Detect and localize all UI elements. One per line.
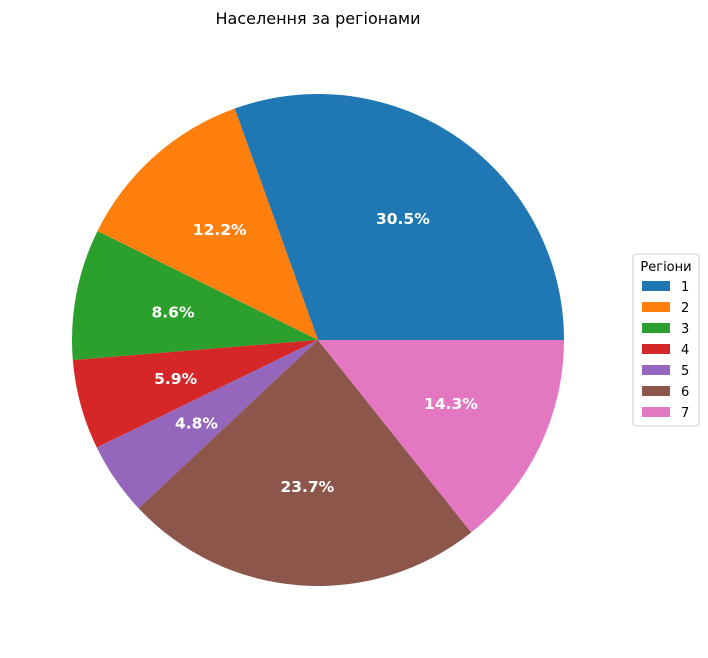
legend-label-3: 3 — [681, 322, 689, 337]
slice-label-6: 23.7% — [280, 478, 334, 496]
legend-label-5: 5 — [681, 364, 689, 379]
legend-label-4: 4 — [681, 343, 689, 358]
legend: Регіони 1 2 3 4 5 6 7 — [632, 253, 700, 427]
legend-items: 1 2 3 4 5 6 7 — [642, 280, 689, 421]
legend-swatch-2 — [642, 302, 670, 312]
pie-slice-6 — [138, 340, 472, 587]
pie-slice-7 — [318, 340, 565, 533]
slice-label-2: 12.2% — [193, 221, 247, 239]
pie-slice-1 — [234, 93, 565, 341]
legend-swatch-3 — [642, 323, 670, 333]
legend-swatch-6 — [642, 386, 670, 396]
chart-title: Населення за регіонами — [216, 9, 421, 28]
legend-label-7: 7 — [681, 406, 689, 421]
legend-swatch-1 — [642, 281, 670, 291]
slice-label-1: 30.5% — [376, 210, 430, 228]
legend-title: Регіони — [640, 260, 691, 275]
legend-swatch-5 — [642, 365, 670, 375]
slice-label-7: 14.3% — [424, 395, 478, 413]
pie-slice-2 — [97, 108, 319, 340]
pie-labels: 30.5% 12.2% 8.6% 5.9% 4.8% 23.7% 14.3% — [152, 210, 479, 496]
slice-label-3: 8.6% — [152, 303, 195, 321]
legend-label-1: 1 — [681, 280, 689, 295]
pie-slices — [72, 93, 565, 587]
pie-slice-5 — [96, 340, 318, 509]
legend-label-2: 2 — [681, 301, 689, 316]
legend-swatch-4 — [642, 344, 670, 354]
pie-slice-4 — [72, 340, 318, 448]
legend-label-6: 6 — [681, 385, 689, 400]
slice-label-4: 5.9% — [154, 370, 197, 388]
pie-slice-3 — [72, 231, 318, 361]
slice-label-5: 4.8% — [175, 415, 218, 433]
legend-swatch-7 — [642, 407, 670, 417]
legend-frame — [632, 253, 700, 427]
